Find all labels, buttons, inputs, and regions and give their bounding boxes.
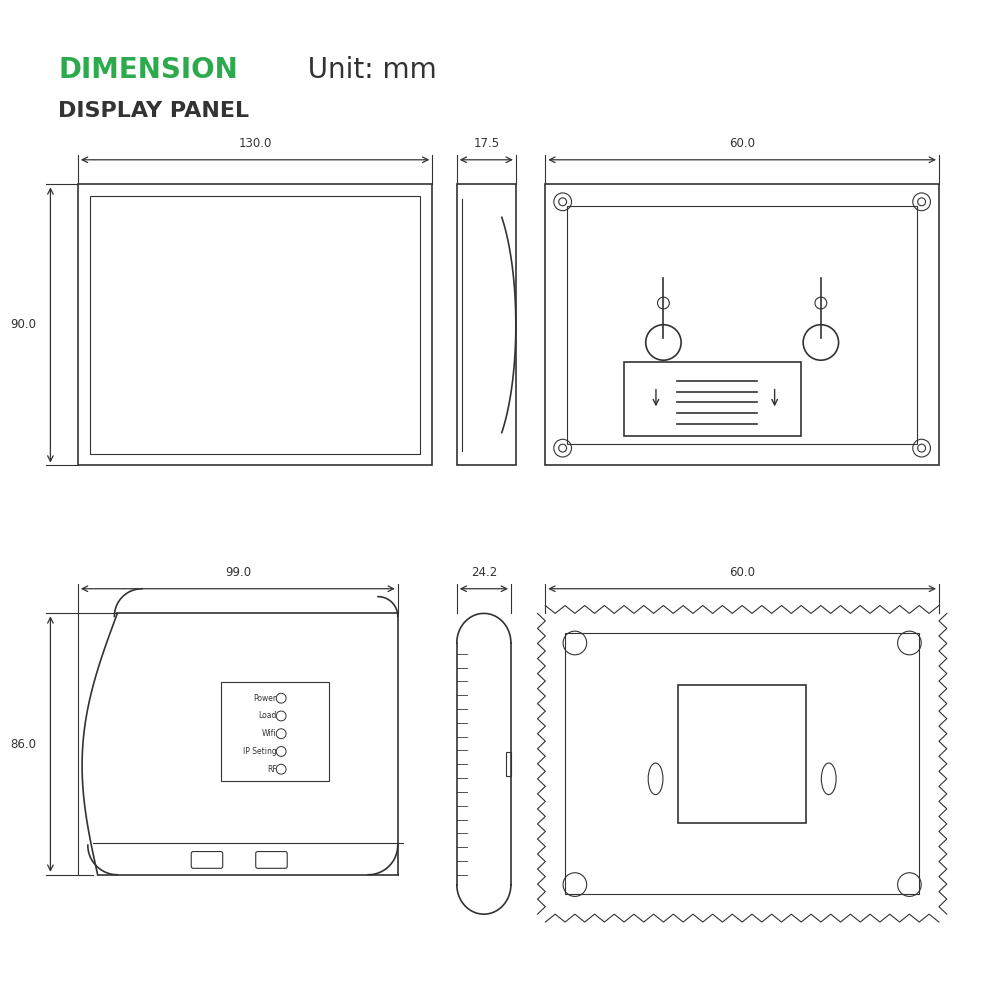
Text: 99.0: 99.0 — [225, 566, 251, 579]
Text: Wifi: Wifi — [262, 729, 277, 738]
Bar — [565, 633, 919, 894]
Text: Unit: mm: Unit: mm — [290, 56, 436, 84]
Bar — [221, 682, 329, 781]
Text: IP Seting: IP Seting — [243, 747, 277, 756]
Bar — [90, 196, 420, 454]
Bar — [678, 685, 806, 823]
Text: 60.0: 60.0 — [729, 566, 755, 579]
Text: 90.0: 90.0 — [10, 318, 36, 331]
Bar — [545, 184, 939, 465]
Text: 17.5: 17.5 — [473, 137, 499, 150]
Text: 24.2: 24.2 — [471, 566, 497, 579]
Text: DIMENSION: DIMENSION — [58, 56, 238, 84]
Text: Power: Power — [254, 694, 277, 703]
Bar — [457, 184, 516, 465]
Bar — [624, 362, 801, 436]
Bar — [78, 184, 432, 465]
Text: RF: RF — [267, 765, 277, 774]
Text: DISPLAY PANEL: DISPLAY PANEL — [58, 101, 249, 121]
Bar — [567, 206, 917, 444]
Bar — [506, 752, 511, 776]
Text: 130.0: 130.0 — [238, 137, 272, 150]
Text: 60.0: 60.0 — [729, 137, 755, 150]
Text: Load: Load — [258, 711, 277, 720]
Text: 86.0: 86.0 — [10, 738, 36, 751]
